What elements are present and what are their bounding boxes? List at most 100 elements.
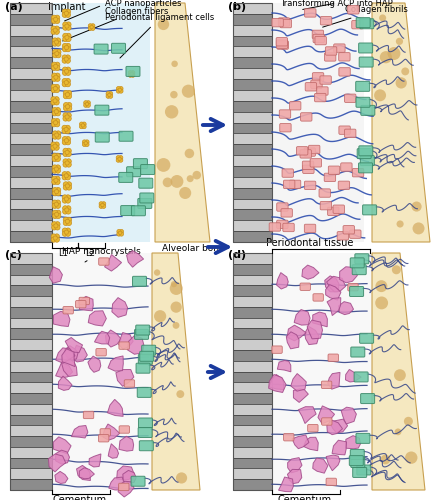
FancyBboxPatch shape [300,150,311,158]
Bar [233,328,272,339]
Polygon shape [332,440,347,455]
Bar [10,58,52,68]
Circle shape [128,70,132,75]
Circle shape [55,200,61,205]
Circle shape [55,62,60,68]
Polygon shape [72,345,87,362]
Circle shape [65,161,69,165]
FancyBboxPatch shape [63,306,74,314]
Circle shape [52,188,58,192]
Circle shape [52,110,58,116]
Polygon shape [155,3,210,242]
Circle shape [62,206,68,211]
Circle shape [53,50,58,54]
Circle shape [118,157,121,160]
Circle shape [63,217,68,222]
Bar [10,264,52,274]
Circle shape [63,182,68,187]
FancyBboxPatch shape [284,180,295,188]
Bar [233,253,272,490]
Circle shape [182,84,195,98]
Circle shape [63,94,68,99]
Circle shape [66,148,71,154]
Polygon shape [49,454,66,472]
FancyBboxPatch shape [140,164,155,174]
FancyBboxPatch shape [136,363,150,373]
Circle shape [52,200,58,205]
FancyBboxPatch shape [361,106,375,116]
Circle shape [54,40,59,44]
FancyBboxPatch shape [138,428,152,438]
Circle shape [66,159,71,164]
FancyBboxPatch shape [135,330,149,340]
Bar [233,177,272,188]
Circle shape [170,175,183,188]
Polygon shape [88,311,106,326]
Circle shape [52,76,57,82]
Circle shape [51,237,56,242]
FancyBboxPatch shape [272,346,282,354]
Circle shape [63,36,68,42]
FancyBboxPatch shape [278,18,290,26]
FancyBboxPatch shape [272,3,364,242]
Bar [10,155,52,166]
Circle shape [62,78,67,84]
Circle shape [64,197,69,201]
FancyBboxPatch shape [277,203,288,211]
Bar [233,393,272,404]
FancyBboxPatch shape [304,148,315,156]
Circle shape [187,175,194,182]
Circle shape [101,204,104,206]
FancyBboxPatch shape [304,224,316,232]
Circle shape [119,86,123,90]
Polygon shape [56,348,75,363]
Polygon shape [54,312,70,326]
Bar [233,134,272,144]
Circle shape [55,165,61,170]
Circle shape [51,29,56,34]
Circle shape [51,100,56,105]
FancyBboxPatch shape [322,381,332,388]
Bar [233,350,272,360]
FancyBboxPatch shape [140,352,154,362]
Bar [10,393,52,404]
Bar [10,36,52,46]
Bar [10,3,52,14]
Polygon shape [291,374,306,391]
Polygon shape [304,438,318,450]
Circle shape [52,203,58,208]
Circle shape [117,230,121,234]
Circle shape [65,172,70,177]
Circle shape [119,158,123,162]
Bar [10,372,52,382]
Bar [233,468,272,479]
Circle shape [63,116,68,121]
Circle shape [62,175,67,180]
Polygon shape [62,358,77,376]
FancyBboxPatch shape [339,52,350,61]
Circle shape [88,24,92,28]
Circle shape [54,96,59,102]
Bar [233,372,272,382]
Polygon shape [127,336,144,354]
FancyBboxPatch shape [320,76,331,84]
Circle shape [53,52,58,58]
Polygon shape [268,374,286,392]
Text: Cementum: Cementum [53,495,107,500]
FancyBboxPatch shape [99,434,109,442]
Text: Alveolar bone: Alveolar bone [162,244,225,253]
Circle shape [64,230,69,234]
Circle shape [118,88,121,92]
Polygon shape [104,254,122,271]
Polygon shape [372,253,425,490]
Circle shape [79,122,84,126]
Bar [10,24,52,36]
Polygon shape [56,450,70,464]
Polygon shape [313,458,328,473]
FancyBboxPatch shape [356,18,370,28]
Circle shape [51,234,56,239]
Polygon shape [340,267,357,283]
FancyBboxPatch shape [119,131,133,141]
Circle shape [56,190,61,196]
Polygon shape [89,454,101,467]
